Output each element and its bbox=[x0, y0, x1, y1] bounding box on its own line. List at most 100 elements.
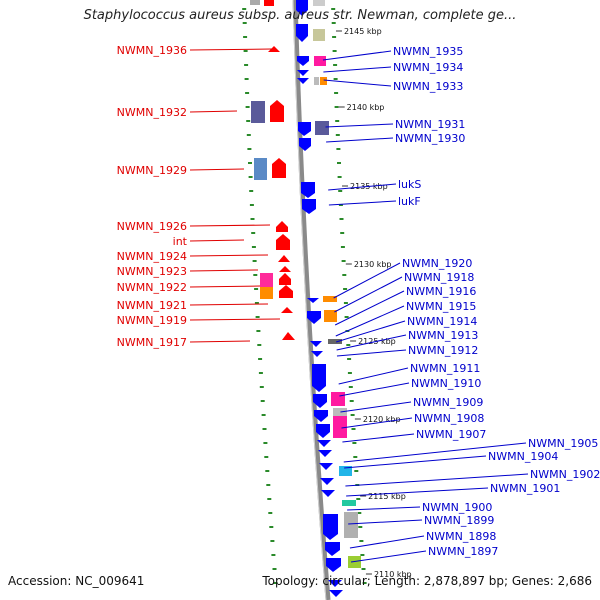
gene-arrow bbox=[298, 122, 311, 136]
label-leader bbox=[333, 262, 401, 299]
gene-label: NWMN_1913 bbox=[408, 329, 478, 342]
gene-label: NWMN_1904 bbox=[488, 450, 558, 463]
gene-arrow bbox=[329, 590, 343, 597]
gene-label: NWMN_1908 bbox=[414, 412, 484, 425]
gene-label: int bbox=[173, 235, 188, 248]
gene-arrow bbox=[312, 364, 326, 392]
gene-arrow bbox=[276, 234, 290, 250]
tick-dot bbox=[342, 274, 347, 276]
tick-dot bbox=[255, 316, 260, 318]
gene-arrow bbox=[281, 307, 293, 313]
gene-block bbox=[250, 0, 260, 5]
gene-block bbox=[254, 158, 267, 180]
tick-dot bbox=[354, 470, 359, 472]
gene-label: NWMN_1926 bbox=[117, 220, 187, 233]
label-leader bbox=[189, 239, 245, 242]
tick-dot bbox=[352, 442, 357, 444]
genome-backbone bbox=[292, 0, 331, 600]
tick-dot bbox=[335, 120, 340, 122]
tick-dot bbox=[246, 134, 251, 136]
gene-label: NWMN_1920 bbox=[402, 257, 472, 270]
gene-label: NWMN_1931 bbox=[395, 118, 465, 131]
kbp-label: 2145 kbp bbox=[344, 27, 382, 36]
label-leader bbox=[350, 550, 427, 563]
tick-dot bbox=[332, 36, 337, 38]
gene-arrow bbox=[314, 410, 328, 422]
gene-arrow bbox=[316, 424, 330, 438]
tick-dot bbox=[269, 526, 274, 528]
gene-arrow bbox=[297, 78, 309, 84]
gene-label: NWMN_1897 bbox=[428, 545, 498, 558]
gene-label: NWMN_1930 bbox=[395, 132, 465, 145]
gene-label: NWMN_1922 bbox=[117, 281, 187, 294]
gene-arrow bbox=[279, 266, 291, 272]
tick-dot bbox=[242, 8, 247, 10]
tick-rings bbox=[242, 8, 367, 584]
kbp-label: 2110 kbp bbox=[374, 570, 412, 579]
gene-block bbox=[344, 512, 358, 538]
gene-arrow bbox=[301, 182, 315, 198]
gene-block bbox=[342, 500, 356, 506]
label-leader bbox=[335, 320, 406, 343]
tick-dot bbox=[273, 582, 278, 584]
label-leader bbox=[345, 473, 529, 487]
gene-block bbox=[313, 0, 325, 6]
tick-dot bbox=[265, 470, 270, 472]
label-leader bbox=[344, 455, 487, 469]
gene-arrow bbox=[282, 332, 295, 340]
gene-block bbox=[339, 466, 352, 476]
gene-label: NWMN_1921 bbox=[117, 299, 187, 312]
label-leader bbox=[189, 318, 281, 321]
tick-dot bbox=[333, 64, 338, 66]
tick-dot bbox=[337, 162, 341, 164]
map-title: Staphylococcus aureus subsp. aureus str.… bbox=[83, 8, 517, 23]
forward-strand-features bbox=[296, 0, 361, 597]
tick-dot bbox=[272, 568, 277, 570]
gene-arrow bbox=[276, 221, 288, 232]
tick-dot bbox=[362, 582, 367, 584]
gene-label: NWMN_1935 bbox=[393, 45, 463, 58]
label-leader bbox=[328, 200, 397, 206]
accession-text: Accession: NC_009641 bbox=[8, 574, 145, 588]
label-leader bbox=[340, 401, 412, 413]
tick-dot bbox=[340, 246, 345, 248]
label-leader bbox=[322, 50, 392, 61]
gene-block bbox=[348, 556, 361, 568]
tick-dot bbox=[349, 400, 354, 402]
tick-dot bbox=[242, 22, 247, 24]
tick-dot bbox=[245, 92, 250, 94]
tick-dot bbox=[340, 232, 345, 234]
gene-arrow bbox=[279, 273, 291, 285]
tick-dot bbox=[249, 190, 254, 192]
tick-dot bbox=[267, 498, 272, 500]
label-leader bbox=[189, 224, 271, 227]
tick-dot bbox=[258, 358, 263, 360]
tick-dot bbox=[246, 120, 251, 122]
gene-label: NWMN_1919 bbox=[117, 314, 187, 327]
tick-dot bbox=[254, 302, 259, 304]
gene-arrow bbox=[325, 542, 340, 556]
tick-dot bbox=[261, 414, 266, 416]
label-leader bbox=[189, 48, 273, 51]
tick-dot bbox=[253, 274, 258, 276]
tick-dot bbox=[252, 260, 257, 262]
label-leader bbox=[189, 110, 238, 113]
gene-label: NWMN_1934 bbox=[393, 61, 463, 74]
label-leader bbox=[189, 254, 269, 257]
gene-arrow bbox=[268, 46, 280, 52]
tick-dot bbox=[245, 106, 250, 108]
tick-dot bbox=[331, 8, 336, 10]
gene-label: NWMN_1924 bbox=[117, 250, 187, 263]
gene-arrow bbox=[310, 341, 322, 347]
gene-arrow bbox=[302, 199, 316, 214]
tick-dot bbox=[249, 204, 254, 206]
gene-arrow bbox=[318, 450, 332, 457]
tick-dot bbox=[266, 484, 271, 486]
gene-arrow bbox=[270, 100, 284, 122]
label-leader bbox=[323, 79, 392, 87]
gene-block bbox=[251, 101, 265, 123]
label-leader bbox=[348, 519, 423, 525]
label-leader bbox=[336, 349, 407, 357]
label-leader bbox=[347, 506, 421, 511]
tick-dot bbox=[359, 540, 364, 542]
